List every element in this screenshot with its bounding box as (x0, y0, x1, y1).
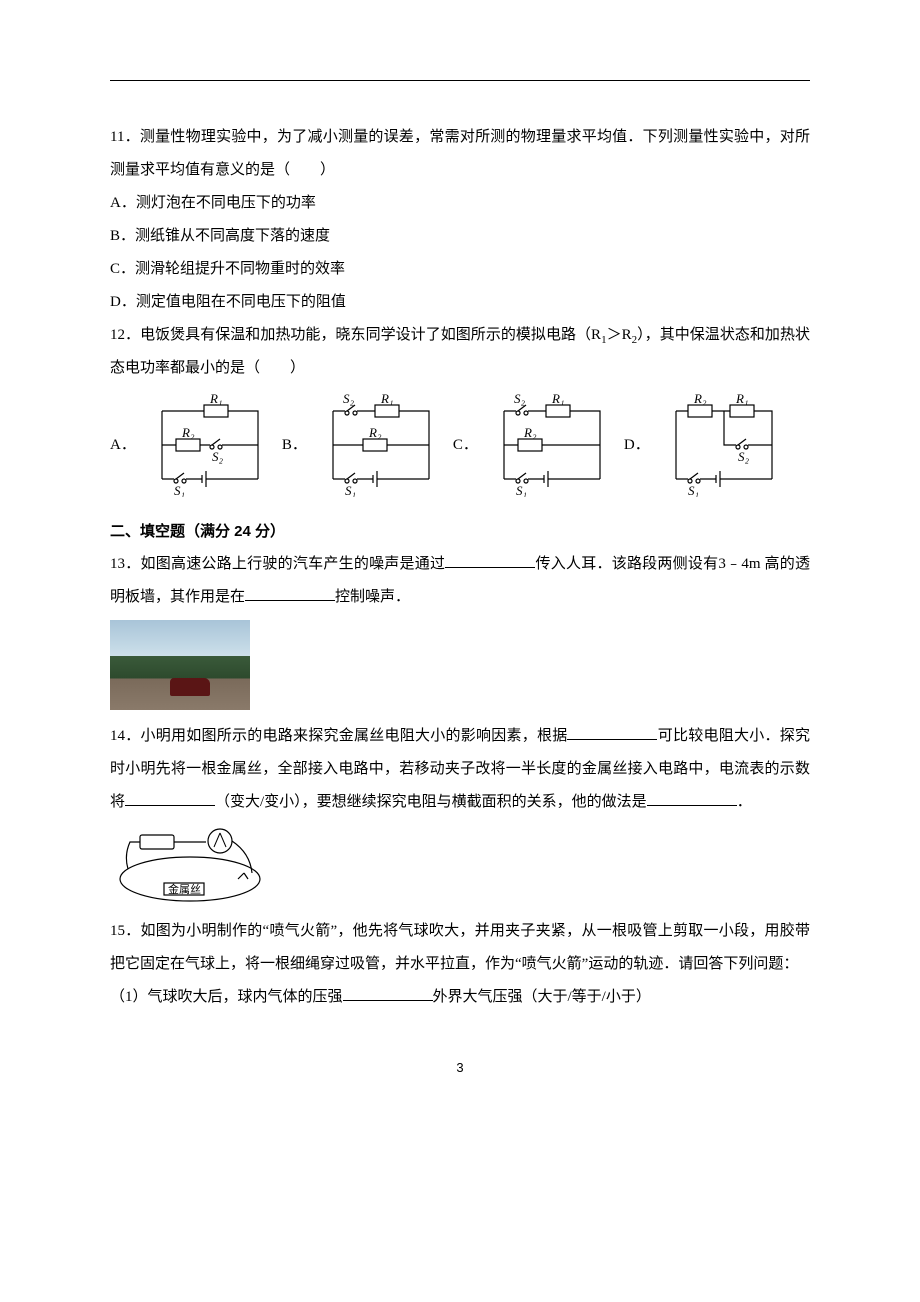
q11-option-b: B．测纸锥从不同高度下落的速度 (110, 220, 810, 253)
q13-c: 控制噪声． (335, 589, 410, 605)
q13-blank2 (245, 586, 335, 601)
svg-text:金属丝: 金属丝 (168, 882, 201, 896)
svg-text:S₁: S₁ (174, 483, 185, 497)
q14-diagram: 金属丝 (110, 825, 270, 905)
q15-stem: 15．如图为小明制作的“喷气火箭”，他先将气球吹大，并用夹子夹紧，从一根吸管上剪… (110, 915, 810, 981)
svg-text:R₂: R₂ (523, 425, 537, 440)
q11-option-a: A．测灯泡在不同电压下的功率 (110, 187, 810, 220)
svg-text:R₁: R₁ (735, 393, 748, 406)
q14-blank2 (125, 791, 215, 806)
q13-photo (110, 620, 250, 710)
q11-stem: 11．测量性物理实验中，为了减小测量的误差，常需对所测的物理量求平均值．下列测量… (110, 121, 810, 187)
svg-text:S₂: S₂ (738, 449, 750, 464)
svg-text:R₂: R₂ (181, 425, 195, 440)
q12-stem: 12．电饭煲具有保温和加热功能，晓东同学设计了如图所示的模拟电路（R1＞R2），… (110, 319, 810, 385)
q14-blank3 (647, 791, 737, 806)
q14-d: ． (737, 794, 752, 810)
svg-text:S₁: S₁ (516, 483, 527, 497)
q14-blank1 (567, 725, 657, 740)
top-rule (110, 80, 810, 81)
q15-1b: 外界大气压强（大于/等于/小于） (433, 989, 651, 1005)
q11-option-d: D．测定值电阻在不同电压下的阻值 (110, 286, 810, 319)
svg-text:R₁: R₁ (209, 393, 222, 406)
q12-label-b: B． (282, 429, 307, 462)
q12-label-c: C． (453, 429, 478, 462)
svg-text:S₁: S₁ (345, 483, 356, 497)
q12-options: A． R₁ R₂ S₂ S₁ B． (110, 393, 810, 497)
svg-text:S₁: S₁ (688, 483, 699, 497)
q15-blank1 (343, 986, 433, 1001)
q12-label-a: A． (110, 429, 136, 462)
q12-circuit-b: S₂ R₁ R₂ S₁ (315, 393, 447, 497)
q12-stem-b: ＞R (607, 327, 632, 343)
q13-blank1 (445, 553, 535, 568)
q12-circuit-d: R₂ R₁ S₂ S₁ (658, 393, 790, 497)
svg-text:R₂: R₂ (368, 425, 382, 440)
q14-c: （变大/变小），要想继续探究电阻与横截面积的关系，他的做法是 (215, 794, 647, 810)
q15-1a: （1）气球吹大后，球内气体的压强 (110, 989, 343, 1005)
q12-circuit-c: S₂ R₁ R₂ S₁ (486, 393, 618, 497)
q13-a: 13．如图高速公路上行驶的汽车产生的噪声是通过 (110, 556, 445, 572)
svg-text:S₂: S₂ (514, 393, 526, 406)
q15-part1: （1）气球吹大后，球内气体的压强 外界大气压强（大于/等于/小于） (110, 981, 810, 1014)
svg-text:R₂: R₂ (693, 393, 707, 406)
section-2-heading: 二、填空题（满分 24 分） (110, 515, 810, 548)
q11-option-c: C．测滑轮组提升不同物重时的效率 (110, 253, 810, 286)
q12-stem-a: 12．电饭煲具有保温和加热功能，晓东同学设计了如图所示的模拟电路（R (110, 327, 601, 343)
svg-text:R₁: R₁ (551, 393, 564, 406)
q12-circuit-a: R₁ R₂ S₂ S₁ (144, 393, 276, 497)
q14-a: 14．小明用如图所示的电路来探究金属丝电阻大小的影响因素，根据 (110, 728, 567, 744)
q13: 13．如图高速公路上行驶的汽车产生的噪声是通过传入人耳．该路段两侧设有3﹣4m … (110, 548, 810, 614)
svg-text:S₂: S₂ (343, 393, 355, 406)
svg-text:S₂: S₂ (212, 449, 224, 464)
q12-label-d: D． (624, 429, 650, 462)
q14: 14．小明用如图所示的电路来探究金属丝电阻大小的影响因素，根据可比较电阻大小．探… (110, 720, 810, 819)
page-number: 3 (110, 1054, 810, 1083)
svg-text:R₁: R₁ (380, 393, 393, 406)
